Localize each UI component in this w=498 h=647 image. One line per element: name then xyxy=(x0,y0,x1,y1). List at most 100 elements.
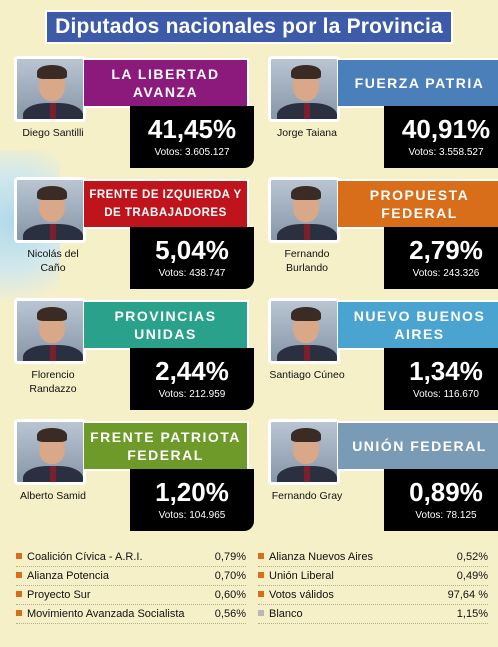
photo-tie-shape xyxy=(304,224,310,240)
result-box: 2,79% Votos: 243.326 xyxy=(384,227,498,289)
candidate-photo xyxy=(14,177,86,243)
list-item-label: Alianza Nuevos Aires xyxy=(269,551,373,563)
page-title: Diputados nacionales por la Provincia xyxy=(45,10,453,44)
result-box: 1,34% Votos: 116.670 xyxy=(384,348,498,410)
vote-count: Votos: 212.959 xyxy=(158,389,226,400)
candidate-card: Santiago Cúneo NUEVO BUENOS AIRES 1,34% … xyxy=(268,298,498,413)
result-box: 40,91% Votos: 3.558.527 xyxy=(384,106,498,168)
photo-hair-shape xyxy=(291,428,321,442)
candidate-name: Alberto Samid xyxy=(20,490,86,502)
list-item-value: 0,56% xyxy=(214,608,246,620)
list-item-label-wrap: Alianza Nuevos Aires xyxy=(258,548,373,566)
list-item: Alianza Nuevos Aires 0,52% xyxy=(258,548,488,567)
vote-count: Votos: 438.747 xyxy=(158,268,226,279)
bullet-icon xyxy=(258,591,264,597)
bullet-icon xyxy=(16,610,22,616)
party-label: PROPUESTA FEDERAL xyxy=(338,179,498,229)
list-item-label: Unión Liberal xyxy=(269,570,334,582)
party-label: FUERZA PATRIA xyxy=(338,58,498,108)
vote-percentage: 40,91% xyxy=(401,114,491,144)
vote-count: Votos: 78.125 xyxy=(415,510,477,521)
party-label: LA LIBERTAD AVANZA xyxy=(84,58,249,108)
vote-count: Votos: 3.558.527 xyxy=(408,147,484,158)
list-item: Coalición Cívica - A.R.I. 0,79% xyxy=(16,548,246,567)
header: Diputados nacionales por la Provincia xyxy=(0,10,498,44)
list-item: Votos válidos 97,64 % xyxy=(258,586,488,605)
photo-tie-shape xyxy=(304,103,310,119)
list-item-value: 97,64 % xyxy=(447,589,488,601)
list-item-value: 0,70% xyxy=(214,570,246,582)
list-item-label-wrap: Blanco xyxy=(258,605,303,623)
list-item-label: Proyecto Sur xyxy=(27,589,91,601)
vote-percentage: 41,45% xyxy=(147,114,237,144)
vote-count: Votos: 116.670 xyxy=(413,389,479,400)
bullet-icon xyxy=(258,610,264,616)
candidate-photo xyxy=(268,56,340,122)
candidate-name: Florencio Randazzo xyxy=(29,369,77,395)
candidate-card: Fernando Burlando PROPUESTA FEDERAL 2,79… xyxy=(268,177,498,292)
candidate-card: Diego Santilli LA LIBERTAD AVANZA 41,45%… xyxy=(14,56,254,171)
photo-hair-shape xyxy=(37,307,67,321)
result-box: 2,44% Votos: 212.959 xyxy=(130,348,254,410)
party-label: NUEVO BUENOS AIRES xyxy=(338,300,498,350)
list-item-value: 1,15% xyxy=(456,608,488,620)
list-item-value: 0,52% xyxy=(456,551,488,563)
photo-hair-shape xyxy=(37,428,67,442)
candidate-name: Fernando Gray xyxy=(271,490,343,502)
list-item-label-wrap: Proyecto Sur xyxy=(16,586,91,604)
candidate-card: Fernando Gray UNIÓN FEDERAL 0,89% Votos:… xyxy=(268,419,498,534)
candidate-name: Santiago Cúneo xyxy=(269,369,345,381)
candidate-card: Nicolás del Caño FRENTE DE IZQUIERDA Y D… xyxy=(14,177,254,292)
photo-tie-shape xyxy=(50,345,56,361)
candidate-photo xyxy=(268,419,340,485)
vote-percentage: 5,04% xyxy=(155,235,229,265)
candidate-card: Alberto Samid FRENTE PATRIOTA FEDERAL 1,… xyxy=(14,419,254,534)
list-item-value: 0,60% xyxy=(214,589,246,601)
vote-percentage: 1,20% xyxy=(155,477,229,507)
candidate-name: Nicolás del Caño xyxy=(27,248,79,274)
vote-percentage: 2,79% xyxy=(409,235,483,265)
list-item-label: Votos válidos xyxy=(269,589,334,601)
others-list-left: Coalición Cívica - A.R.I. 0,79% Alianza … xyxy=(16,548,246,624)
result-box: 5,04% Votos: 438.747 xyxy=(130,227,254,289)
photo-hair-shape xyxy=(291,65,321,79)
photo-hair-shape xyxy=(37,186,67,200)
list-item-label: Coalición Cívica - A.R.I. xyxy=(27,551,143,563)
candidate-photo xyxy=(14,56,86,122)
list-item: Alianza Potencia 0,70% xyxy=(16,567,246,586)
photo-tie-shape xyxy=(304,345,310,361)
list-item-label-wrap: Movimiento Avanzada Socialista xyxy=(16,605,185,623)
party-label: FRENTE PATRIOTA FEDERAL xyxy=(84,421,249,471)
result-box: 1,20% Votos: 104.965 xyxy=(130,469,254,531)
list-item-label-wrap: Coalición Cívica - A.R.I. xyxy=(16,548,143,566)
bullet-icon xyxy=(16,572,22,578)
others-list-right: Alianza Nuevos Aires 0,52% Unión Liberal… xyxy=(258,548,488,624)
candidate-card: Florencio Randazzo PROVINCIAS UNIDAS 2,4… xyxy=(14,298,254,413)
list-item: Movimiento Avanzada Socialista 0,56% xyxy=(16,605,246,624)
candidate-name: Diego Santilli xyxy=(22,127,84,139)
party-label: UNIÓN FEDERAL xyxy=(338,421,498,471)
photo-hair-shape xyxy=(291,186,321,200)
list-item-label-wrap: Votos válidos xyxy=(258,586,334,604)
bullet-icon xyxy=(258,572,264,578)
photo-tie-shape xyxy=(50,224,56,240)
list-item-label-wrap: Unión Liberal xyxy=(258,567,334,585)
photo-tie-shape xyxy=(50,466,56,482)
vote-count: Votos: 3.605.127 xyxy=(154,147,230,158)
bullet-icon xyxy=(16,591,22,597)
photo-hair-shape xyxy=(291,307,321,321)
candidate-photo xyxy=(268,298,340,364)
photo-tie-shape xyxy=(50,103,56,119)
photo-hair-shape xyxy=(37,65,67,79)
candidate-name: Fernando Burlando xyxy=(284,248,330,274)
candidate-name: Jorge Taiana xyxy=(277,127,337,139)
list-item-label: Movimiento Avanzada Socialista xyxy=(27,608,185,620)
list-item-label: Blanco xyxy=(269,608,303,620)
party-label: FRENTE DE IZQUIERDA Y DE TRABAJADORES xyxy=(84,179,249,229)
vote-count: Votos: 243.326 xyxy=(412,268,480,279)
vote-percentage: 2,44% xyxy=(155,356,229,386)
bullet-icon xyxy=(258,553,264,559)
bullet-icon xyxy=(16,553,22,559)
vote-percentage: 0,89% xyxy=(409,477,483,507)
candidate-photo xyxy=(14,419,86,485)
